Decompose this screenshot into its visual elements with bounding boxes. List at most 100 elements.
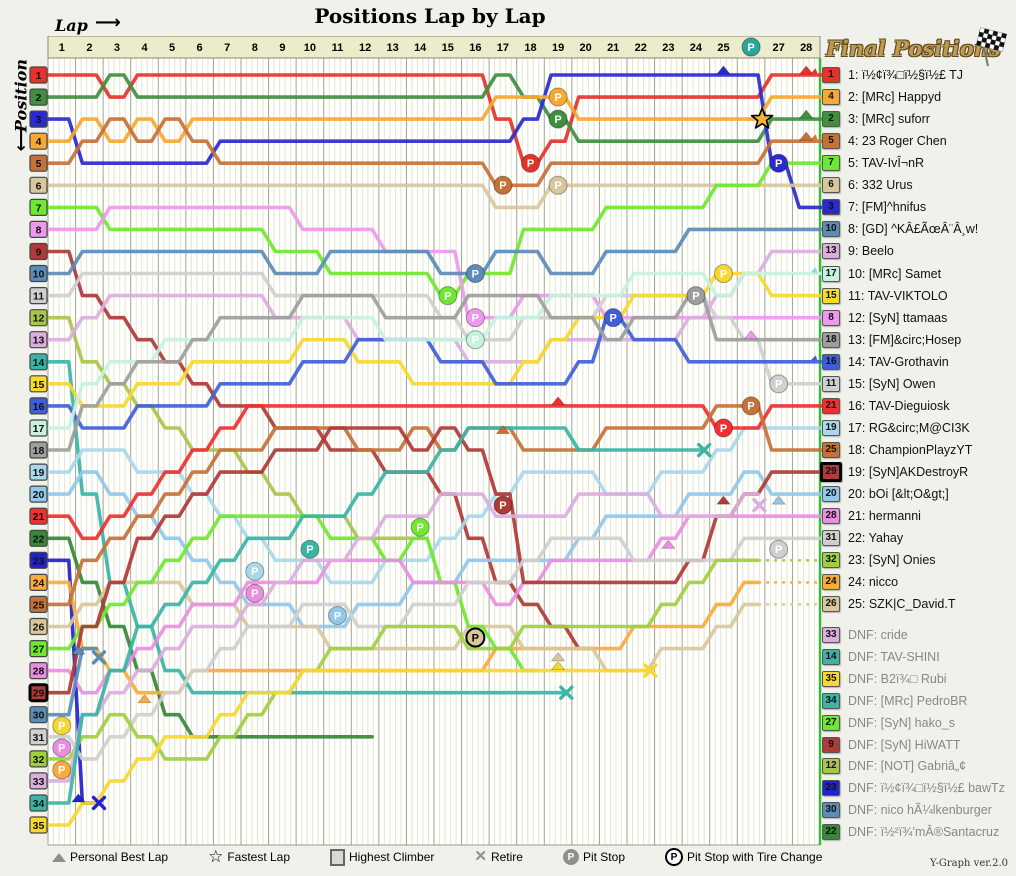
lap-number: 15: [442, 42, 454, 54]
grid-position-box: [29, 264, 48, 283]
driver-result-label: 11: TAV-VIKTOLO: [848, 288, 948, 303]
grid-position-number: 35: [33, 820, 45, 832]
grid-number-box: 14: [822, 648, 840, 665]
pit-stop-marker: [493, 175, 513, 195]
lap-axis-label: Lap: [55, 16, 88, 35]
grid-number-box: 30: [822, 802, 840, 819]
grid-position-number: 24: [33, 577, 45, 589]
driver-result-label: 18: ChampionPlayzYT: [848, 443, 973, 458]
driver-result-label: 15: [SyN] Owen: [848, 376, 936, 391]
grid-position-number: 33: [33, 776, 45, 788]
final-position-item: 24 24: nicco: [822, 573, 898, 591]
grid-position-number: 4: [36, 136, 42, 148]
svg-text:P: P: [499, 500, 506, 512]
grid-number-box: 9: [822, 736, 840, 753]
driver-result-label: 3: [MRc] suforr: [848, 112, 930, 127]
svg-text:P: P: [251, 588, 258, 600]
grid-number-box: 2: [822, 111, 840, 128]
pit-stop-marker: [410, 517, 430, 537]
personal-best-marker: [550, 660, 566, 671]
grid-position-number: 2: [36, 92, 42, 104]
legend-item: P Pit Stop: [562, 849, 625, 865]
lap-number: 25: [717, 42, 729, 54]
driver-result-label: 8: [GD] ^KÂ£ÃœÂ¨Â¸w!: [848, 222, 979, 237]
grid-position-number: 14: [33, 357, 45, 369]
driver-line: [46, 95, 823, 143]
legend-item: Highest Climber: [330, 848, 434, 866]
dnf-driver-label: DNF: cride: [848, 628, 908, 642]
grid-position-number: 15: [33, 379, 45, 391]
dnf-driver-label: DNF: [NOT] Gabriâ„¢: [848, 759, 967, 774]
personal-best-marker: [550, 652, 566, 662]
grid-position-number: 28: [33, 666, 45, 678]
pit-stop-marker: [769, 153, 789, 173]
svg-text:P: P: [472, 335, 479, 347]
driver-line: [46, 117, 823, 188]
pit-stop-marker: [741, 396, 761, 416]
grid-position-box: [29, 397, 48, 415]
grid-position-box: [29, 661, 48, 680]
svg-text:P: P: [472, 312, 479, 324]
dnf-item: 27 DNF: [SyN] hako_s: [822, 714, 955, 732]
driver-result-label: 7: [FM]^hnifus: [848, 200, 927, 215]
driver-result-label: 4: 23 Roger Chen: [848, 134, 947, 149]
svg-text:P: P: [554, 92, 561, 104]
grid-position-box: [29, 154, 48, 172]
pit-stop-marker: [714, 264, 733, 284]
dnf-driver-label: DNF: nico hÃ¼lkenburger: [848, 803, 992, 818]
final-position-item: 20 20: bOi [&lt;O&gt;]: [822, 485, 949, 503]
lap-axis-arrow-icon: ⟶: [95, 12, 121, 33]
grid-number-box: 23: [822, 780, 840, 797]
grid-position-box: [29, 132, 48, 150]
final-position-item: 6 6: 332 Urus: [822, 176, 913, 194]
grid-number-box: 25: [822, 442, 840, 459]
legend-item: ☆ Fastest Lap: [208, 847, 290, 866]
grid-position-box: [29, 639, 48, 658]
checkered-flag-icon: [974, 26, 1010, 73]
svg-text:P: P: [527, 158, 534, 170]
svg-text:P: P: [692, 290, 699, 302]
svg-text:P: P: [720, 423, 727, 435]
lap-number: 19: [552, 42, 564, 54]
final-position-item: 18 13: [FM]&circ;Hosep: [822, 331, 961, 349]
grid-position-box: [29, 750, 48, 768]
fastest-lap-star-icon: ☆: [208, 847, 224, 866]
svg-text:P: P: [499, 180, 506, 192]
personal-best-marker: [70, 645, 86, 655]
driver-line: [46, 227, 823, 276]
grid-position-box: [29, 220, 48, 238]
grid-position-number: 21: [33, 511, 45, 523]
grid-position-box: [29, 309, 48, 327]
legend-label: Pit Stop: [582, 850, 625, 864]
driver-result-label: 21: hermanni: [848, 509, 921, 524]
driver-line: [46, 668, 650, 827]
pit-stop-marker: [548, 87, 568, 107]
lap-number: 23: [662, 42, 674, 54]
lap-number: 3: [114, 42, 120, 54]
grid-position-number: 27: [33, 644, 45, 656]
personal-best-marker: [495, 424, 511, 434]
legend-item: Personal Best Lap: [52, 850, 168, 864]
personal-best-marker: [743, 330, 759, 340]
pit-stop-marker: [603, 308, 623, 328]
grid-number-box: 13: [822, 243, 840, 260]
dnf-item: 23 DNF: ï½¢ï¾□ï½§ï½£ bawTz: [822, 779, 1005, 797]
grid-position-number: 26: [33, 622, 45, 634]
legend-label: Pit Stop with Tire Change: [687, 850, 823, 864]
svg-text:P: P: [334, 610, 341, 622]
grid-position-number: 22: [33, 533, 45, 545]
pit-stop-marker: [493, 495, 513, 515]
driver-line: [46, 161, 823, 298]
grid-number-box: 22: [822, 824, 840, 841]
pit-stop-marker: [521, 153, 540, 173]
grid-number-box: 6: [822, 177, 840, 194]
personal-best-marker: [716, 65, 731, 75]
grid-position-number: 5: [36, 158, 42, 170]
driver-result-label: 12: [SyN] ttamaas: [848, 310, 948, 325]
personal-best-marker: [716, 495, 731, 505]
grid-position-number: 11: [33, 291, 44, 303]
lap-number: 17: [497, 42, 509, 54]
grid-number-box: 16: [822, 353, 840, 370]
position-lap-chart: 1 2 3 4 5 6 7 8 9 10 11 12 13 14 15 16 17 18 19 20 21 22 23 24 2…: [28, 36, 823, 846]
lap-number: 27: [772, 42, 784, 54]
